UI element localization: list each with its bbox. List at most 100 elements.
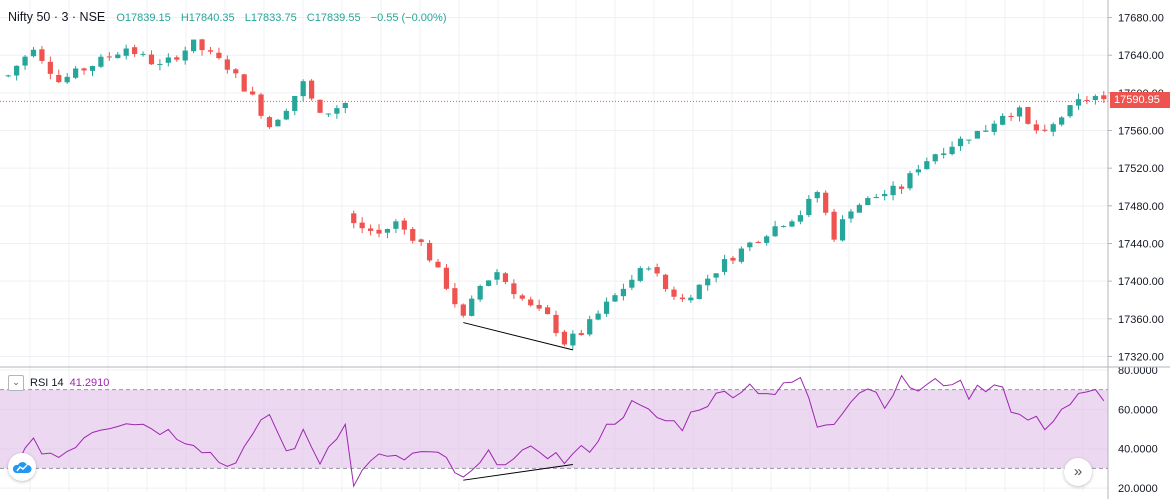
candle-body xyxy=(898,186,905,189)
candle-body xyxy=(73,68,79,78)
candle-body xyxy=(182,50,188,61)
symbol-title[interactable]: Nifty 50 · 3 · NSE xyxy=(8,10,106,24)
rsi-line xyxy=(8,374,1105,488)
chevron-down-icon[interactable]: ⌄ xyxy=(8,375,24,391)
candle-body xyxy=(452,288,458,305)
price-tick-label: 17560.00 xyxy=(1118,126,1164,138)
open-value: O17839.15 xyxy=(116,12,171,24)
rsi-tick-label: 40.0000 xyxy=(1118,444,1158,456)
candle-body xyxy=(460,304,466,316)
candle-body xyxy=(485,280,492,286)
candle-body xyxy=(519,295,525,299)
candle-body xyxy=(317,99,323,113)
candle-body xyxy=(393,221,399,229)
candle-body xyxy=(553,314,559,334)
candle-body xyxy=(241,74,247,92)
candle-body xyxy=(334,108,340,114)
price-tick-label: 17400.00 xyxy=(1118,276,1164,288)
candle-body xyxy=(64,76,70,83)
candle-body xyxy=(603,301,610,314)
candle-body xyxy=(266,117,273,128)
change-value: −0.55 (−0.00%) xyxy=(370,12,447,24)
candle-body xyxy=(207,50,214,52)
price-tick-label: 17680.00 xyxy=(1118,13,1164,25)
candle-body xyxy=(688,297,694,301)
candle-body xyxy=(367,228,374,231)
candle-body xyxy=(730,257,736,261)
candle-body xyxy=(199,39,205,51)
candle-body xyxy=(705,278,711,286)
candle-body xyxy=(1084,99,1090,101)
candle-body xyxy=(924,161,930,170)
candle-body xyxy=(174,57,180,60)
candle-body xyxy=(376,229,382,234)
candle-body xyxy=(612,295,618,302)
rsi-label[interactable]: RSI 14 xyxy=(30,377,64,389)
candle-body xyxy=(426,242,433,261)
candle-body xyxy=(14,65,20,76)
trendlines-layer xyxy=(463,322,573,481)
candle-body xyxy=(165,57,171,63)
candle-body xyxy=(738,248,745,262)
candle-body xyxy=(865,198,871,206)
candle-body xyxy=(570,333,576,346)
candle-body xyxy=(39,49,45,61)
candle-body xyxy=(696,284,702,300)
price-tick-label: 17360.00 xyxy=(1118,314,1164,326)
candle-body xyxy=(561,331,568,345)
candle-body xyxy=(915,169,921,173)
candle-body xyxy=(780,226,787,228)
candle-body xyxy=(1000,115,1006,125)
candle-body xyxy=(873,196,879,199)
candle-body xyxy=(89,66,96,71)
last-price-tag: 17590.95 xyxy=(1110,92,1170,108)
candle-body xyxy=(1025,106,1031,124)
candle-body xyxy=(342,103,348,109)
scroll-to-realtime-button[interactable]: » xyxy=(1064,458,1092,486)
candle-body xyxy=(418,239,424,242)
low-value: L17833.75 xyxy=(244,12,297,24)
candle-body xyxy=(856,204,863,213)
candle-body xyxy=(1016,107,1023,117)
candle-body xyxy=(806,198,812,216)
candle-body xyxy=(1067,105,1073,117)
candle-body xyxy=(772,226,778,237)
candle-body xyxy=(646,268,652,270)
candle-body xyxy=(1008,115,1014,118)
candle-body xyxy=(536,304,542,309)
candle-body xyxy=(292,96,298,111)
cloud-logo-icon[interactable] xyxy=(8,453,36,481)
rsi-tick-label: 80.0000 xyxy=(1118,365,1158,377)
candle-body xyxy=(974,130,980,139)
cloud-icon-glyph xyxy=(12,462,32,473)
price-tick-label: 17320.00 xyxy=(1118,351,1164,363)
rsi-legend: ⌄ RSI 14 41.2910 xyxy=(8,375,109,391)
rsi-tick-label: 20.0000 xyxy=(1118,483,1158,495)
candle-body xyxy=(325,113,332,115)
candle-body xyxy=(300,81,306,97)
candle-body xyxy=(275,119,281,127)
candle-body xyxy=(384,228,391,233)
chart-legend: Nifty 50 · 3 · NSE O17839.15 H17840.35 L… xyxy=(8,10,454,24)
candle-body xyxy=(755,242,761,244)
rsi-layer xyxy=(8,374,1105,488)
candle-body xyxy=(637,268,643,281)
candle-body xyxy=(351,213,357,224)
candle-body xyxy=(789,221,795,227)
candle-body xyxy=(966,139,972,141)
candle-body xyxy=(224,59,230,70)
high-value: H17840.35 xyxy=(180,12,235,24)
candle-body xyxy=(283,110,289,120)
candle-body xyxy=(831,211,837,240)
candle-body xyxy=(747,242,753,248)
candle-body xyxy=(907,173,913,189)
candle-body xyxy=(544,307,551,315)
candle-body xyxy=(839,219,846,241)
candle-body xyxy=(1042,129,1048,131)
candle-body xyxy=(469,298,475,316)
candle-body xyxy=(1101,95,1107,100)
price-tick-label: 17520.00 xyxy=(1118,163,1164,175)
candle-body xyxy=(81,68,87,71)
